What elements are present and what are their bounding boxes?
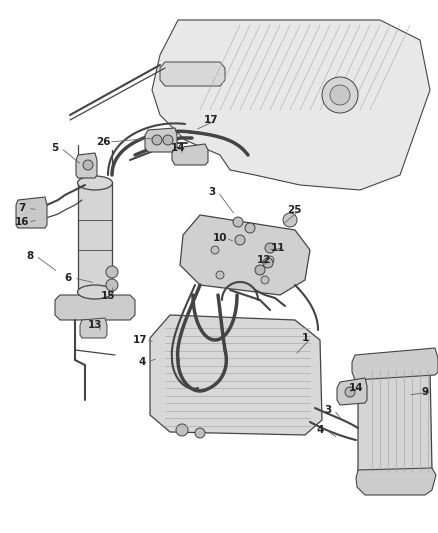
Polygon shape [55,295,135,320]
Polygon shape [352,348,438,380]
Circle shape [163,135,173,145]
Polygon shape [76,153,97,178]
Circle shape [233,217,243,227]
Circle shape [176,424,188,436]
Polygon shape [337,378,367,405]
Circle shape [245,223,255,233]
Circle shape [283,213,297,227]
Text: 1: 1 [301,333,309,343]
Circle shape [265,243,275,253]
Circle shape [211,246,219,254]
Polygon shape [78,183,112,292]
Polygon shape [160,62,225,86]
Circle shape [266,256,274,264]
Text: 12: 12 [257,255,271,265]
Polygon shape [152,20,430,190]
Circle shape [106,266,118,278]
Ellipse shape [78,285,113,299]
Text: 4: 4 [138,357,146,367]
Polygon shape [145,128,177,152]
Polygon shape [16,197,47,228]
Text: 26: 26 [96,137,110,147]
Circle shape [195,428,205,438]
Circle shape [152,135,162,145]
Circle shape [216,271,224,279]
Text: 4: 4 [316,425,324,435]
Text: 16: 16 [15,217,29,227]
Text: 3: 3 [208,187,215,197]
Text: 17: 17 [204,115,218,125]
Circle shape [330,85,350,105]
Text: 15: 15 [101,291,115,301]
Text: 17: 17 [133,335,147,345]
Polygon shape [356,468,436,495]
Polygon shape [172,144,208,165]
Text: 11: 11 [271,243,285,253]
Circle shape [322,77,358,113]
Circle shape [263,258,273,268]
Polygon shape [80,318,107,338]
Text: 6: 6 [64,273,72,283]
Circle shape [235,235,245,245]
Text: 5: 5 [51,143,59,153]
Text: 3: 3 [325,405,332,415]
Text: 7: 7 [18,203,26,213]
Ellipse shape [78,176,113,190]
Text: 10: 10 [213,233,227,243]
Text: 13: 13 [88,320,102,330]
Circle shape [345,387,355,397]
Text: 14: 14 [349,383,363,393]
Polygon shape [180,215,310,295]
Text: 14: 14 [171,143,185,153]
Polygon shape [358,360,432,480]
Text: 9: 9 [421,387,428,397]
Text: 25: 25 [287,205,301,215]
Circle shape [83,160,93,170]
Text: 8: 8 [26,251,34,261]
Polygon shape [150,315,322,435]
Circle shape [255,265,265,275]
Circle shape [261,276,269,284]
Circle shape [106,279,118,291]
